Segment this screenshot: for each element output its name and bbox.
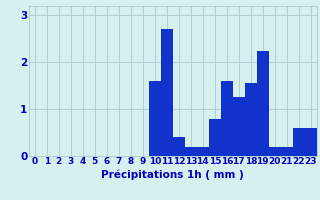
Bar: [281, 147, 293, 156]
Bar: [293, 128, 305, 156]
Bar: [149, 81, 161, 156]
Bar: [185, 147, 197, 156]
Bar: [221, 81, 233, 156]
Bar: [209, 118, 221, 156]
Bar: [197, 147, 209, 156]
Bar: [245, 83, 257, 156]
Bar: [161, 29, 173, 156]
Bar: [257, 51, 269, 156]
Bar: [233, 97, 245, 156]
X-axis label: Précipitations 1h ( mm ): Précipitations 1h ( mm ): [101, 169, 244, 180]
Bar: [173, 137, 185, 156]
Bar: [305, 128, 317, 156]
Bar: [269, 147, 281, 156]
